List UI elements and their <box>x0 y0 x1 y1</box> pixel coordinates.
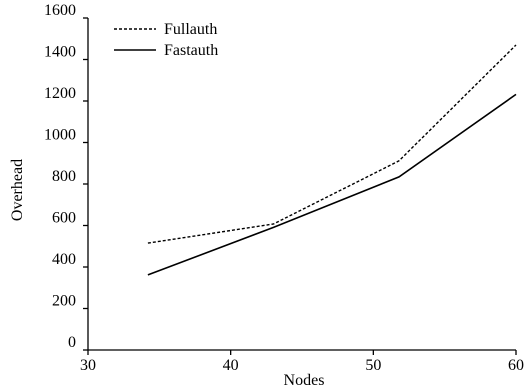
series-line-fastauth <box>147 93 517 276</box>
y-tick-label: 400 <box>52 251 76 268</box>
y-tick-label: 200 <box>52 293 76 310</box>
y-tick-label: 800 <box>52 168 76 185</box>
x-tick-label: 50 <box>365 357 381 374</box>
y-tick-label: 1600 <box>44 2 76 19</box>
legend-label-fastauth: Fastauth <box>164 42 218 59</box>
y-tick-label: 1200 <box>44 85 76 102</box>
x-tick-label: 40 <box>223 357 239 374</box>
y-axis-label: Overhead <box>9 159 26 221</box>
x-axis-label: Nodes <box>284 372 325 389</box>
y-tick-label: 1000 <box>44 127 76 144</box>
series-line-fullauth <box>147 44 517 244</box>
legend: Fullauth Fastauth <box>114 21 218 59</box>
y-tick-label: 600 <box>52 210 76 227</box>
x-tick-label: 60 <box>508 357 524 374</box>
legend-label-fullauth: Fullauth <box>164 21 217 38</box>
y-tick-label: 1400 <box>44 44 76 61</box>
x-tick-label: 30 <box>80 357 96 374</box>
series-layer <box>147 44 517 276</box>
y-tick-label: 0 <box>68 334 76 351</box>
